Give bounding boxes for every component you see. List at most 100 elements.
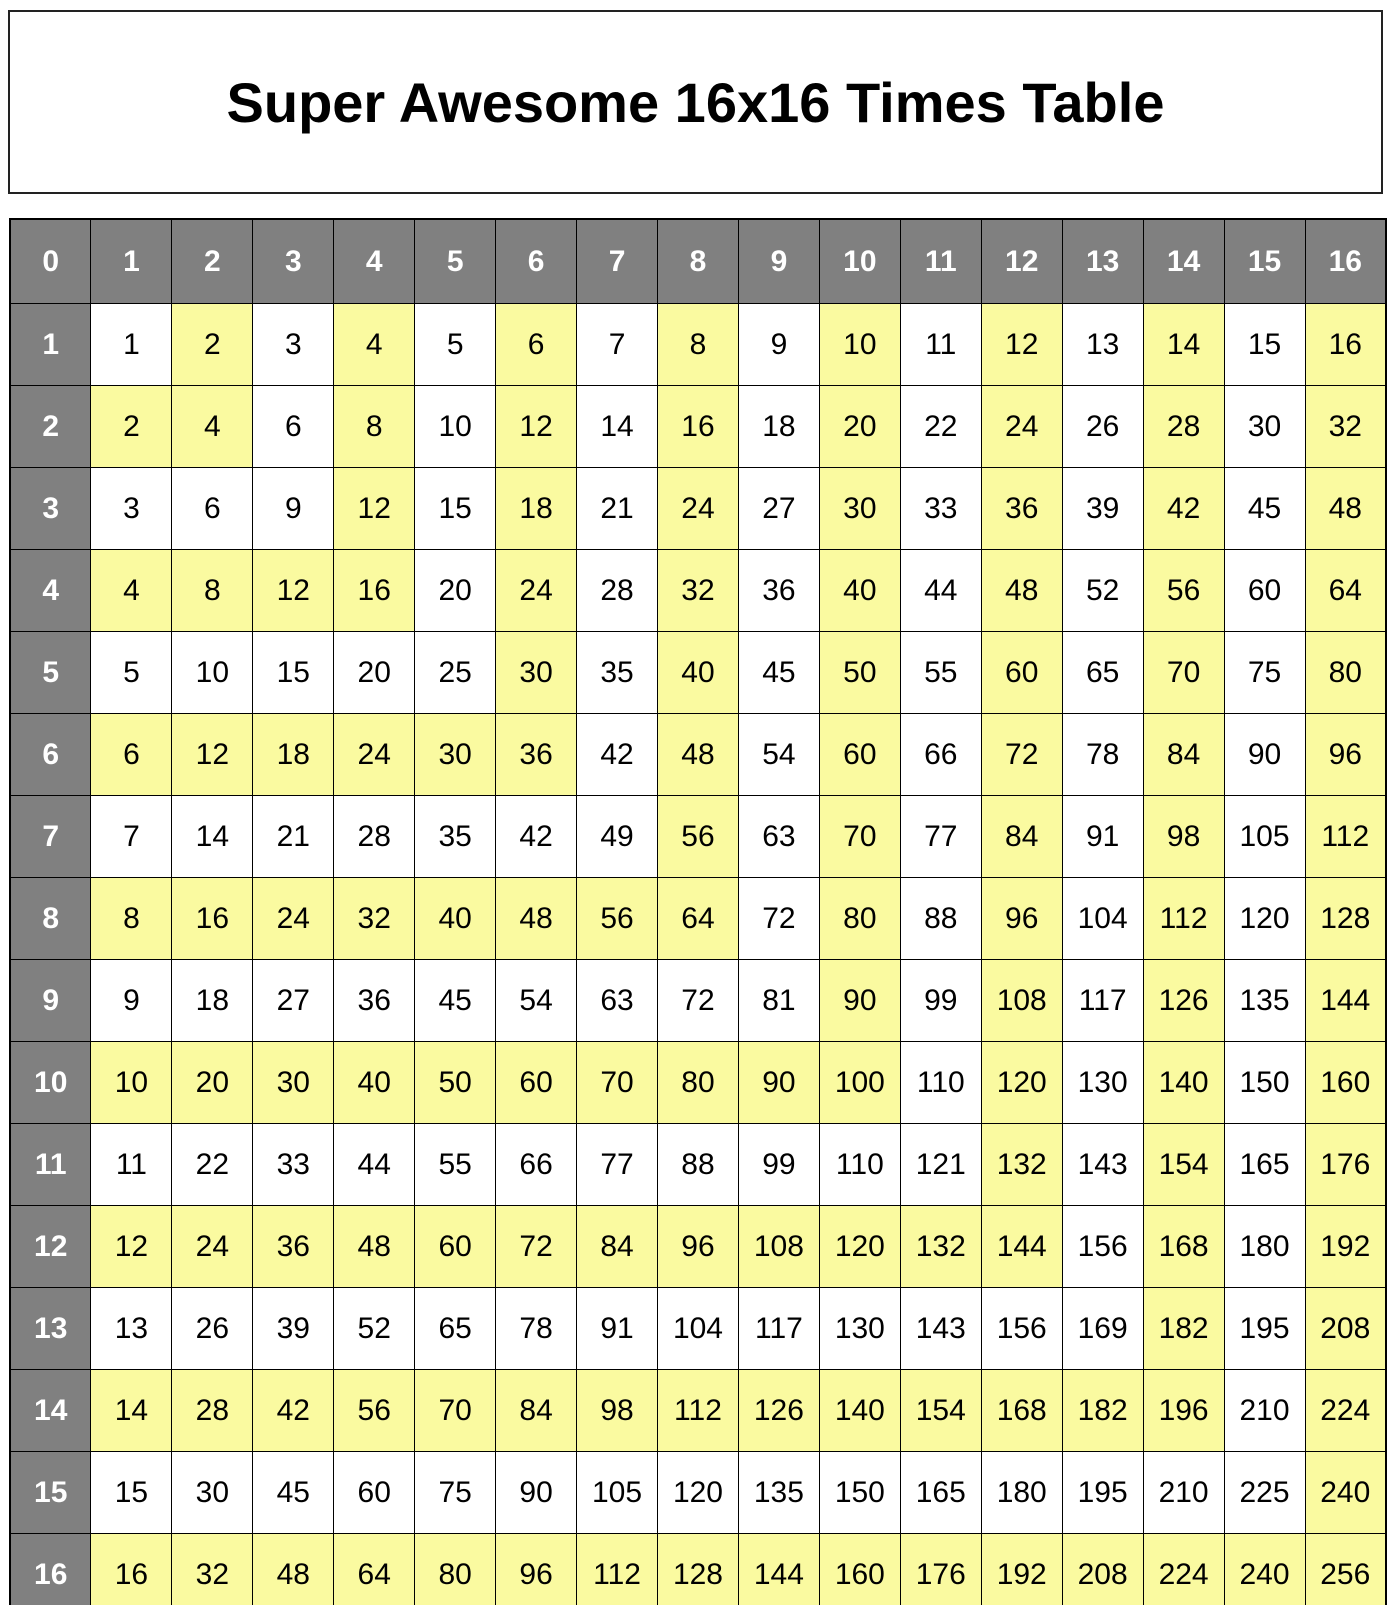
product-cell: 48 <box>495 877 578 960</box>
row-header: 13 <box>9 1287 92 1370</box>
product-cell: 30 <box>414 713 497 796</box>
product-cell: 32 <box>1304 385 1387 468</box>
product-cell: 30 <box>818 467 901 550</box>
product-cell: 30 <box>1223 385 1306 468</box>
row-header: 12 <box>9 1205 92 1288</box>
product-cell: 16 <box>171 877 254 960</box>
title-box: Super Awesome 16x16 Times Table <box>8 10 1383 194</box>
product-cell: 45 <box>1223 467 1306 550</box>
product-cell: 150 <box>818 1451 901 1534</box>
product-cell: 70 <box>818 795 901 878</box>
product-cell: 26 <box>171 1287 254 1370</box>
product-cell: 11 <box>899 303 982 386</box>
product-cell: 25 <box>414 631 497 714</box>
product-cell: 144 <box>737 1533 820 1605</box>
corner-cell: 0 <box>9 218 92 304</box>
column-header: 16 <box>1304 218 1387 304</box>
product-cell: 28 <box>1142 385 1225 468</box>
column-header: 15 <box>1223 218 1306 304</box>
product-cell: 120 <box>980 1041 1063 1124</box>
product-cell: 256 <box>1304 1533 1387 1605</box>
product-cell: 144 <box>980 1205 1063 1288</box>
product-cell: 64 <box>333 1533 416 1605</box>
product-cell: 54 <box>495 959 578 1042</box>
product-cell: 225 <box>1223 1451 1306 1534</box>
product-cell: 48 <box>333 1205 416 1288</box>
product-cell: 16 <box>90 1533 173 1605</box>
product-cell: 75 <box>414 1451 497 1534</box>
product-cell: 90 <box>818 959 901 1042</box>
product-cell: 12 <box>252 549 335 632</box>
product-cell: 144 <box>1304 959 1387 1042</box>
product-cell: 18 <box>171 959 254 1042</box>
product-cell: 84 <box>576 1205 658 1288</box>
product-cell: 105 <box>1223 795 1306 878</box>
product-cell: 24 <box>980 385 1063 468</box>
product-cell: 112 <box>1142 877 1225 960</box>
product-cell: 120 <box>818 1205 901 1288</box>
product-cell: 60 <box>818 713 901 796</box>
product-cell: 6 <box>495 303 578 386</box>
product-cell: 40 <box>414 877 497 960</box>
product-cell: 78 <box>495 1287 578 1370</box>
product-cell: 128 <box>1304 877 1387 960</box>
product-cell: 63 <box>737 795 820 878</box>
column-header: 14 <box>1142 218 1225 304</box>
table-row: 1 1 2 3 4 5 6 7 8 9 10 11 12 13 14 15 16 <box>9 303 1387 386</box>
column-header: 1 <box>90 218 173 304</box>
product-cell: 126 <box>737 1369 820 1452</box>
product-cell: 91 <box>1061 795 1144 878</box>
product-cell: 39 <box>252 1287 335 1370</box>
product-cell: 84 <box>980 795 1063 878</box>
product-cell: 210 <box>1142 1451 1225 1534</box>
table-row: 3 3 6 9 12 15 18 21 24 27 30 33 36 39 42 45 48 <box>9 467 1387 550</box>
product-cell: 36 <box>980 467 1063 550</box>
product-cell: 108 <box>980 959 1063 1042</box>
product-cell: 10 <box>414 385 497 468</box>
product-cell: 52 <box>333 1287 416 1370</box>
product-cell: 6 <box>90 713 173 796</box>
product-cell: 195 <box>1061 1451 1144 1534</box>
product-cell: 32 <box>657 549 739 632</box>
product-cell: 110 <box>899 1041 982 1124</box>
header-row: 0 1 2 3 4 5 6 7 8 9 10 11 12 13 14 15 16 <box>9 218 1387 304</box>
product-cell: 60 <box>414 1205 497 1288</box>
table-row: 11 11 22 33 44 55 66 77 88 99 110 121 132 143 154 165 17… <box>9 1123 1387 1206</box>
product-cell: 156 <box>1061 1205 1144 1288</box>
product-cell: 15 <box>1223 303 1306 386</box>
row-header: 5 <box>9 631 92 714</box>
product-cell: 56 <box>576 877 658 960</box>
product-cell: 40 <box>657 631 739 714</box>
product-cell: 26 <box>1061 385 1144 468</box>
product-cell: 8 <box>90 877 173 960</box>
product-cell: 196 <box>1142 1369 1225 1452</box>
column-header: 2 <box>171 218 254 304</box>
product-cell: 165 <box>1223 1123 1306 1206</box>
product-cell: 36 <box>252 1205 335 1288</box>
product-cell: 21 <box>252 795 335 878</box>
product-cell: 77 <box>576 1123 658 1206</box>
times-table: 0 1 2 3 4 5 6 7 8 9 10 11 12 13 14 15 16 1 1 2 3 4 5 6 7 8 9 10 11 1… <box>9 218 1387 1605</box>
product-cell: 30 <box>252 1041 335 1124</box>
product-cell: 45 <box>737 631 820 714</box>
product-cell: 195 <box>1223 1287 1306 1370</box>
product-cell: 14 <box>90 1369 173 1452</box>
column-header: 12 <box>980 218 1063 304</box>
table-row: 12 12 24 36 48 60 72 84 96 108 120 132 144 156 168 180 1… <box>9 1205 1387 1288</box>
product-cell: 224 <box>1142 1533 1225 1605</box>
product-cell: 5 <box>90 631 173 714</box>
product-cell: 2 <box>171 303 254 386</box>
row-header: 4 <box>9 549 92 632</box>
product-cell: 39 <box>1061 467 1144 550</box>
table-row: 8 8 16 24 32 40 48 56 64 72 80 88 96 104 112 120 128 <box>9 877 1387 960</box>
column-header: 3 <box>252 218 335 304</box>
product-cell: 120 <box>657 1451 739 1534</box>
product-cell: 156 <box>980 1287 1063 1370</box>
table-row: 9 9 18 27 36 45 54 63 72 81 90 99 108 117 126 135 144 <box>9 959 1387 1042</box>
product-cell: 12 <box>333 467 416 550</box>
product-cell: 42 <box>252 1369 335 1452</box>
product-cell: 80 <box>818 877 901 960</box>
product-cell: 72 <box>980 713 1063 796</box>
product-cell: 182 <box>1061 1369 1144 1452</box>
